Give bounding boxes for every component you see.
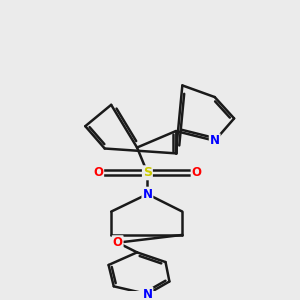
Text: O: O (93, 166, 103, 179)
Text: N: N (142, 288, 152, 300)
Text: O: O (192, 166, 202, 179)
Text: N: N (210, 134, 220, 147)
Text: N: N (142, 188, 152, 201)
Text: O: O (112, 236, 123, 249)
Text: S: S (143, 166, 152, 179)
